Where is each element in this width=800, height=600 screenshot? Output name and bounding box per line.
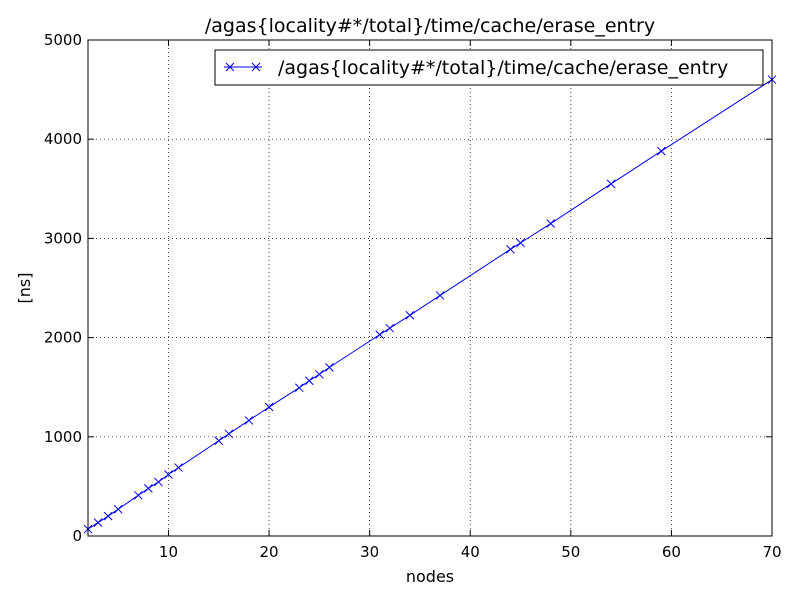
- data-point-marker: [435, 291, 445, 300]
- data-point-marker: [314, 369, 324, 379]
- plot-frame: [87, 39, 773, 537]
- legend-box: [214, 49, 764, 86]
- data-point-marker: [656, 146, 666, 156]
- y-tick-label: 2000: [44, 329, 82, 347]
- y-tick-label: 4000: [44, 130, 82, 148]
- data-point-marker: [405, 310, 415, 320]
- x-tick-label: 40: [461, 543, 480, 561]
- data-point-marker: [154, 477, 163, 487]
- x-tick-label: 20: [260, 543, 279, 561]
- legend: /agas{locality#*/total}/time/cache/erase…: [214, 49, 764, 86]
- y-tick-label: 0: [72, 527, 82, 545]
- data-point-marker: [113, 504, 123, 514]
- x-tick-label: 30: [360, 543, 379, 561]
- data-point-marker: [164, 470, 173, 479]
- legend-marker: [251, 62, 261, 72]
- x-tick-label: 50: [561, 543, 580, 561]
- y-axis-label: [ns]: [15, 273, 34, 304]
- data-point-marker: [304, 376, 314, 386]
- data-point-marker: [506, 244, 515, 254]
- x-tick-label: 70: [762, 543, 781, 561]
- data-point-marker: [174, 463, 183, 472]
- y-tick-label: 5000: [44, 31, 82, 49]
- data-point-marker: [606, 179, 616, 189]
- data-point-marker: [264, 402, 274, 412]
- series-layer: [83, 75, 777, 534]
- legend-marker: [225, 62, 235, 72]
- data-point-marker: [546, 219, 556, 228]
- chart-title: /agas{locality#*/total}/time/cache/erase…: [205, 15, 655, 37]
- data-point-marker: [516, 238, 525, 248]
- data-point-marker: [244, 416, 254, 425]
- x-axis-label: nodes: [406, 567, 454, 586]
- data-point-marker: [133, 490, 143, 500]
- x-tick-label: 60: [662, 543, 681, 561]
- data-point-marker: [375, 330, 385, 339]
- data-point-marker: [294, 383, 304, 393]
- data-point-marker: [103, 511, 113, 521]
- data-point-marker: [224, 429, 234, 439]
- data-point-marker: [325, 363, 334, 372]
- x-tick-label: 10: [159, 543, 178, 561]
- legend-marker-samples: [225, 62, 261, 72]
- data-point-marker: [143, 484, 153, 493]
- legend-entry-label: /agas{locality#*/total}/time/cache/erase…: [278, 57, 728, 79]
- y-tick-label: 3000: [44, 229, 82, 247]
- series-line: [87, 79, 773, 530]
- y-tick-label: 1000: [44, 428, 82, 446]
- data-point-marker: [93, 518, 103, 527]
- data-point-marker: [385, 323, 395, 333]
- data-point-marker: [214, 436, 224, 446]
- axis-ticks: 10 20 30 40 50 60 70 0 1000 2000 3000 4000 5000: [44, 31, 782, 561]
- grid-lines: [88, 40, 772, 536]
